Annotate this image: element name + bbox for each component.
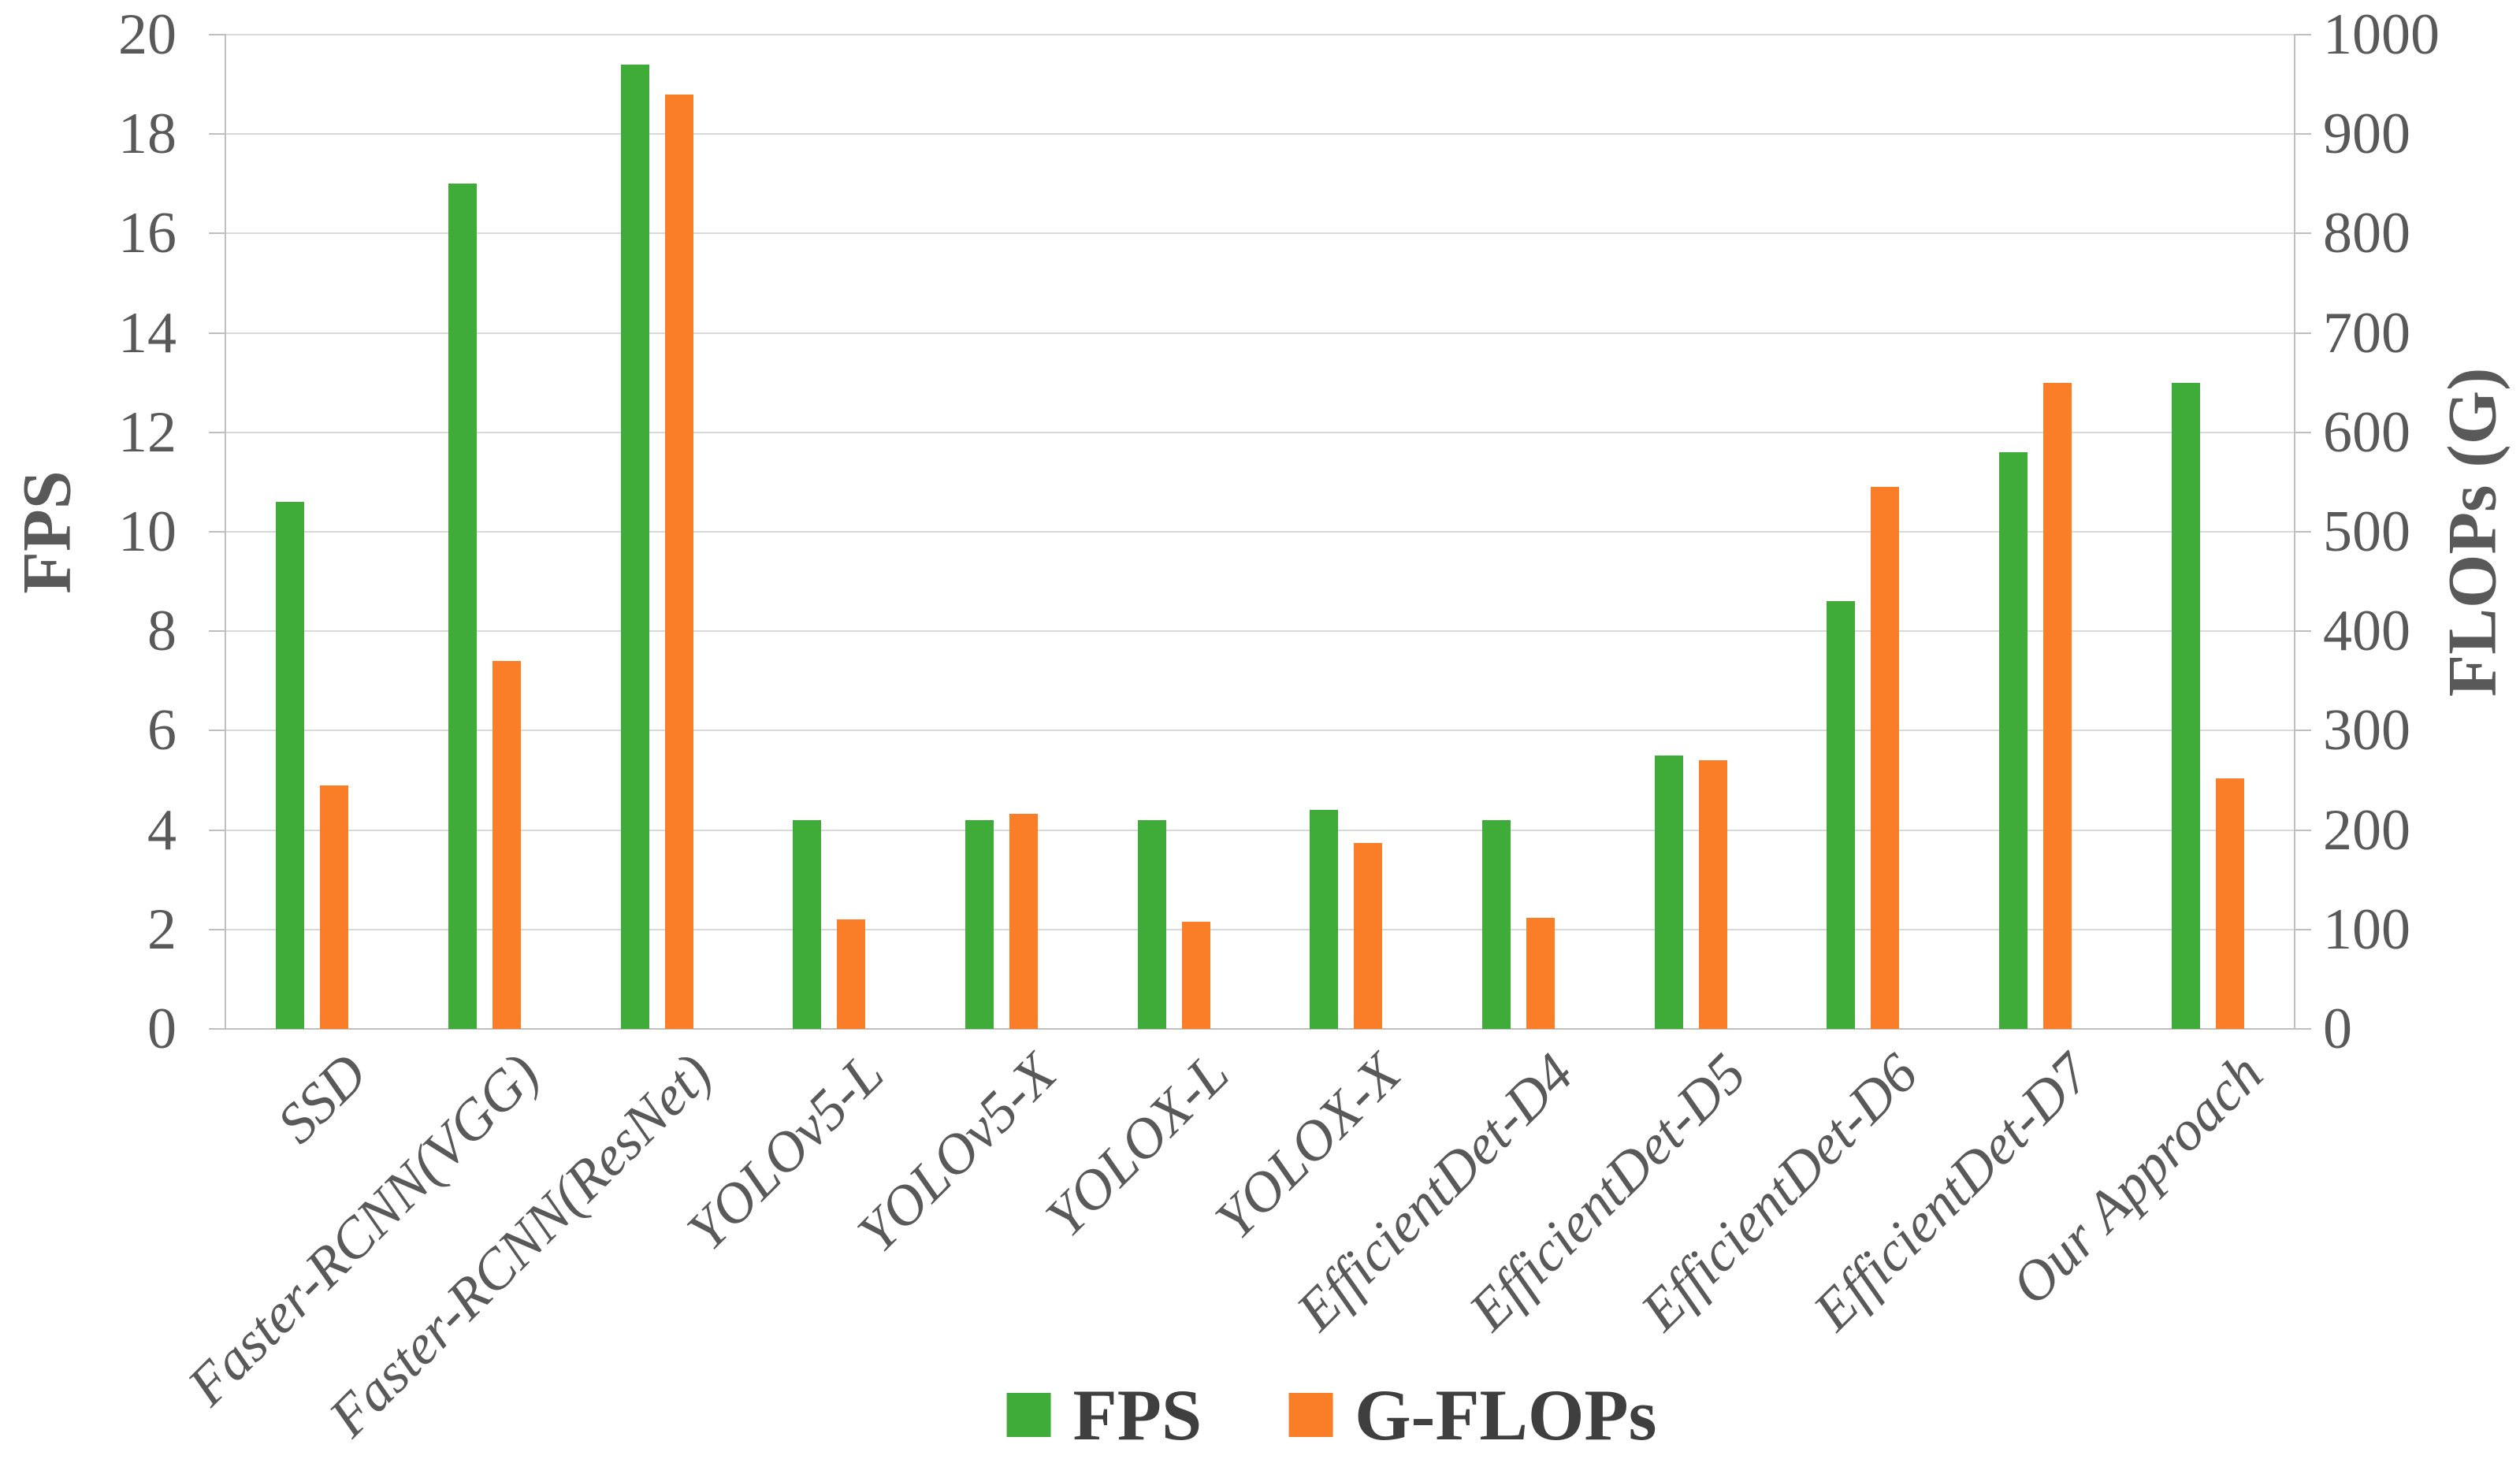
left-axis-tick-label: 18 xyxy=(118,102,177,167)
legend-swatch xyxy=(1288,1393,1333,1437)
grid-line xyxy=(226,531,2294,533)
bar-fps-efficientdet-d4 xyxy=(1482,819,1511,1029)
right-axis-tick-mark xyxy=(2294,1028,2311,1030)
right-axis-tick-label: 500 xyxy=(2323,499,2410,564)
grid-line xyxy=(226,232,2294,235)
bar-g-flops-efficientdet-d6 xyxy=(1871,487,1900,1029)
bar-g-flops-yolox-l xyxy=(1181,921,1210,1029)
bar-g-flops-yolox-x xyxy=(1354,843,1383,1029)
right-axis-tick-mark xyxy=(2294,630,2311,633)
bar-fps-our-approach xyxy=(2171,382,2200,1029)
legend-label: FPS xyxy=(1072,1375,1202,1455)
bar-fps-efficientdet-d5 xyxy=(1654,755,1683,1029)
legend-item-fps: FPS xyxy=(1006,1375,1202,1455)
left-axis-tick-mark xyxy=(209,730,226,732)
right-axis-tick-label: 400 xyxy=(2323,599,2410,664)
legend-swatch xyxy=(1006,1393,1051,1437)
right-axis-tick-label: 600 xyxy=(2323,399,2410,465)
left-axis-tick-mark xyxy=(209,829,226,831)
right-axis-tick-label: 0 xyxy=(2323,997,2352,1061)
left-axis-tick-mark xyxy=(209,133,226,136)
right-axis-tick-label: 800 xyxy=(2323,201,2410,266)
grid-line xyxy=(226,928,2294,930)
grid-line xyxy=(226,332,2294,334)
left-axis-tick-label: 6 xyxy=(147,698,177,763)
left-axis-tick-label: 8 xyxy=(147,599,177,664)
right-axis-tick-mark xyxy=(2294,232,2311,235)
bar-fps-yolox-l xyxy=(1137,819,1166,1029)
left-axis-tick-mark xyxy=(209,332,226,334)
left-axis-tick-mark xyxy=(209,232,226,235)
right-axis-tick-mark xyxy=(2294,431,2311,433)
legend-label: G-FLOPs xyxy=(1355,1375,1657,1455)
bar-g-flops-yolov5-l xyxy=(837,919,866,1029)
right-axis-tick-mark xyxy=(2294,928,2311,930)
left-axis-tick-mark xyxy=(209,630,226,633)
bar-fps-ssd xyxy=(276,502,305,1029)
grid-line xyxy=(226,1028,2294,1030)
grid-line xyxy=(226,829,2294,831)
bar-fps-faster-rcnn-resnet- xyxy=(620,64,649,1029)
plot-area xyxy=(226,34,2294,1030)
bar-fps-efficientdet-d6 xyxy=(1827,601,1856,1029)
bar-g-flops-our-approach xyxy=(2215,778,2244,1029)
left-axis-tick-label: 12 xyxy=(118,399,177,465)
right-axis-tick-mark xyxy=(2294,829,2311,831)
left-axis-tick-label: 2 xyxy=(147,897,177,962)
right-axis-tick-label: 200 xyxy=(2323,797,2410,863)
left-axis-tick-mark xyxy=(209,1028,226,1030)
bar-g-flops-efficientdet-d7 xyxy=(2043,382,2072,1029)
bar-fps-yolov5-l xyxy=(793,819,822,1029)
x-category-label: SSD xyxy=(265,1042,379,1156)
right-axis-tick-label: 900 xyxy=(2323,102,2410,167)
grid-line xyxy=(226,34,2294,35)
right-axis-tick-label: 100 xyxy=(2323,897,2410,962)
x-category-label: YOLOX-L xyxy=(1033,1042,1241,1249)
bar-g-flops-faster-rcnn-resnet- xyxy=(664,94,693,1029)
left-axis-tick-label: 10 xyxy=(118,499,177,564)
bar-g-flops-faster-rcnn-vgg- xyxy=(492,661,521,1029)
right-axis-tick-mark xyxy=(2294,531,2311,533)
right-axis-title: FLOPs (G) xyxy=(2434,367,2511,696)
left-axis-tick-label: 4 xyxy=(147,797,177,863)
grid-line xyxy=(226,133,2294,136)
left-axis-tick-label: 0 xyxy=(147,997,177,1061)
bar-g-flops-ssd xyxy=(320,785,349,1029)
legend-item-g-flops: G-FLOPs xyxy=(1288,1377,1656,1453)
right-axis-line xyxy=(2294,35,2295,1029)
bar-fps-yolov5-x xyxy=(965,819,994,1029)
right-axis-tick-mark xyxy=(2294,133,2311,136)
bar-g-flops-yolov5-x xyxy=(1009,814,1038,1029)
right-axis-tick-label: 700 xyxy=(2323,300,2410,366)
left-axis-tick-label: 16 xyxy=(118,201,177,266)
left-axis-tick-label: 14 xyxy=(118,300,177,366)
bar-fps-yolox-x xyxy=(1310,810,1339,1029)
bar-g-flops-efficientdet-d5 xyxy=(1698,760,1727,1029)
right-axis-tick-mark xyxy=(2294,730,2311,732)
chart-legend: FPS G-FLOPs xyxy=(1006,1375,1656,1455)
left-axis-line xyxy=(225,35,226,1029)
grid-line xyxy=(226,630,2294,633)
bar-fps-faster-rcnn-vgg- xyxy=(448,184,477,1029)
left-axis-tick-mark xyxy=(209,34,226,35)
grid-line xyxy=(226,730,2294,732)
right-axis-tick-label: 300 xyxy=(2323,698,2410,763)
right-axis-title-container: FLOPs (G) xyxy=(2425,35,2520,1029)
bar-fps-efficientdet-d7 xyxy=(1999,452,2028,1029)
right-axis-tick-mark xyxy=(2294,34,2311,35)
bar-g-flops-efficientdet-d4 xyxy=(1526,917,1555,1029)
left-axis-tick-mark xyxy=(209,431,226,433)
right-axis-tick-label: 1000 xyxy=(2323,2,2440,67)
left-axis-tick-mark xyxy=(209,531,226,533)
right-axis-tick-mark xyxy=(2294,332,2311,334)
left-axis-tick-mark xyxy=(209,928,226,930)
left-axis-tick-label: 20 xyxy=(118,2,177,67)
grid-line xyxy=(226,431,2294,433)
